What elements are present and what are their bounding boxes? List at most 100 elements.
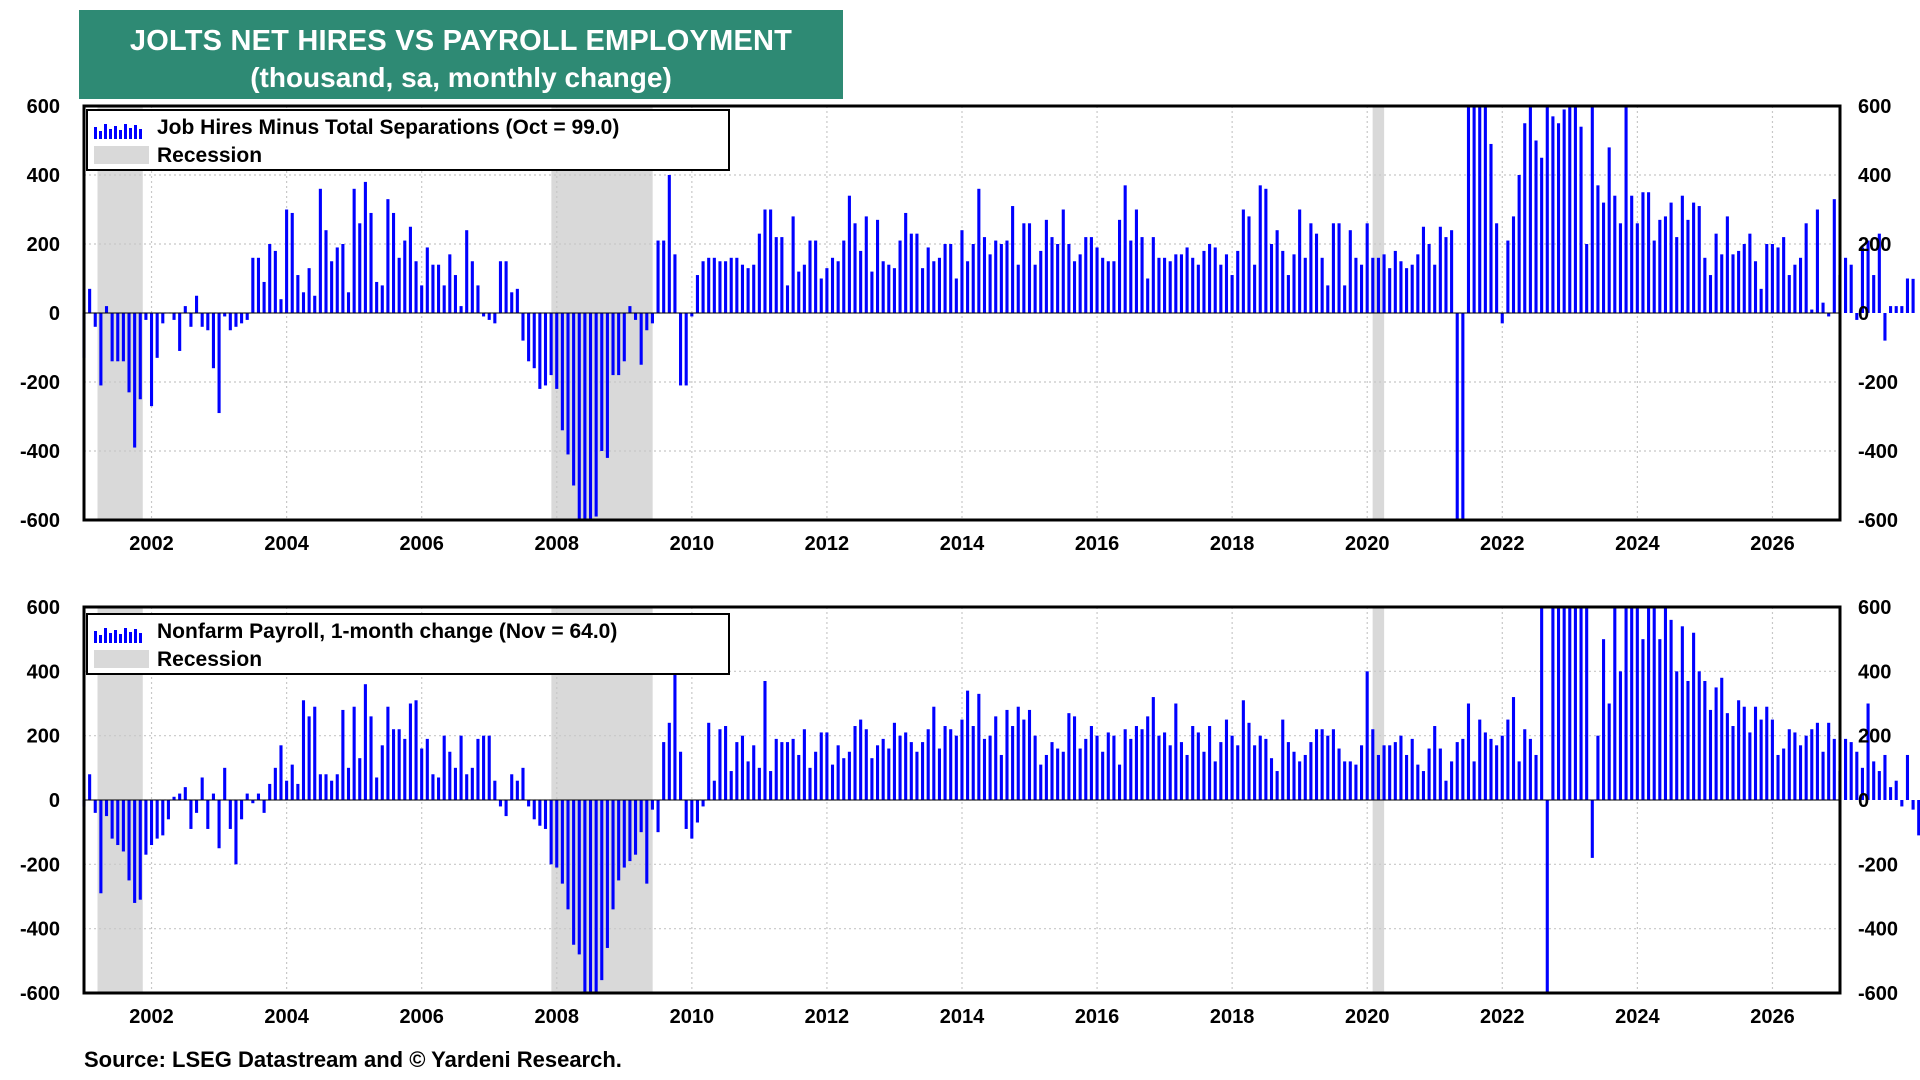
panel-2-bar xyxy=(1444,780,1448,800)
panel-1-bar xyxy=(1337,223,1341,313)
panel-1-bar xyxy=(1405,268,1409,313)
panel-2-y-tick-right: -200 xyxy=(1858,854,1898,876)
panel-2-bar xyxy=(363,684,367,800)
panel-1-legend-bar-swatch xyxy=(124,124,127,139)
panel-2-bar xyxy=(403,738,407,800)
panel-2-bar xyxy=(482,735,486,800)
panel-1-bar xyxy=(1776,247,1780,313)
panel-2-legend-box xyxy=(86,613,730,675)
panel-1-bar xyxy=(1089,237,1093,313)
panel-1-legend-series-label: Job Hires Minus Total Separations (Oct =… xyxy=(157,116,619,139)
panel-2-bar xyxy=(1185,754,1189,800)
panel-1-bar xyxy=(1224,254,1229,313)
panel-2-bar xyxy=(1737,700,1741,800)
panel-1-bar xyxy=(397,257,401,313)
panel-2-bar xyxy=(847,751,851,800)
panel-2-bar xyxy=(932,706,936,800)
panel-2-bar xyxy=(155,800,159,839)
panel-2-bar xyxy=(1815,722,1819,800)
panel-1-bar xyxy=(453,275,457,313)
panel-1-bar xyxy=(543,313,548,386)
panel-2-bar xyxy=(735,742,739,800)
panel-2-bar xyxy=(1776,754,1780,800)
panel-2-bar xyxy=(1421,771,1426,800)
panel-2-legend-recession-swatch xyxy=(94,650,149,668)
panel-1-legend-bar-swatch xyxy=(109,129,112,139)
panel-1-bar xyxy=(285,209,289,313)
panel-2-bar xyxy=(1652,607,1656,800)
panel-2-bar xyxy=(1489,738,1493,800)
panel-1-bar xyxy=(1540,157,1544,313)
panel-1-bar xyxy=(853,223,857,313)
panel-1-bar xyxy=(1770,244,1774,313)
panel-1-bar xyxy=(1686,219,1690,313)
panel-1-bar xyxy=(240,313,244,324)
panel-2-bar xyxy=(487,735,491,800)
panel-1-legend-bar-swatch xyxy=(114,126,117,139)
panel-1-y-tick-right: -200 xyxy=(1858,372,1898,394)
panel-2-bar xyxy=(904,732,908,800)
panel-1-bar xyxy=(605,313,609,458)
panel-2-bar xyxy=(1714,687,1718,800)
panel-2-bar xyxy=(1455,742,1459,800)
panel-1-bar xyxy=(375,281,379,313)
panel-1-bar xyxy=(1618,223,1622,313)
panel-1-bar xyxy=(1309,223,1313,313)
panel-2-bar xyxy=(1810,729,1814,800)
panel-1-bar xyxy=(718,261,722,313)
panel-2-bar xyxy=(1675,671,1679,800)
panel-1-bar xyxy=(532,313,536,369)
panel-2-bar xyxy=(285,780,289,800)
panel-1-y-tick-left: 0 xyxy=(49,303,60,325)
panel-1-bar xyxy=(1027,223,1032,313)
panel-1-bar xyxy=(555,313,559,389)
panel-2-bar xyxy=(1872,761,1876,800)
panel-2-bar xyxy=(1298,761,1302,800)
panel-2-bar xyxy=(1630,607,1634,800)
panel-1-bar xyxy=(583,313,587,520)
panel-2-bar xyxy=(262,800,266,813)
panel-1-bar xyxy=(1798,257,1803,313)
panel-2-bar xyxy=(572,800,576,945)
panel-1-y-tick-left: -400 xyxy=(20,441,60,463)
panel-2-bar xyxy=(1669,619,1673,800)
panel-1-bar xyxy=(223,313,227,317)
panel-1-bar xyxy=(1123,185,1127,313)
panel-2-bar xyxy=(588,800,593,993)
panel-2-bar xyxy=(977,693,981,800)
panel-1-bar xyxy=(836,261,840,313)
panel-2-legend-series-label: Nonfarm Payroll, 1-month change (Nov = 6… xyxy=(157,620,617,643)
panel-2-bar xyxy=(380,745,384,800)
panel-2-bar xyxy=(769,771,773,800)
panel-1-legend-bar-swatch xyxy=(99,131,102,139)
panel-2-y-tick-right: -600 xyxy=(1858,983,1898,1005)
panel-2-bar xyxy=(1213,761,1217,800)
panel-1-x-tick: 2010 xyxy=(670,533,715,555)
panel-1-bar xyxy=(740,264,745,313)
panel-2-bar xyxy=(1303,754,1307,800)
panel-2-bar xyxy=(228,800,232,829)
panel-1-bar xyxy=(138,313,142,400)
panel-1-bar xyxy=(470,261,474,313)
panel-1-bar xyxy=(1483,106,1487,313)
panel-2-bar xyxy=(1708,709,1713,800)
panel-1-bar xyxy=(195,295,199,313)
panel-2-bar xyxy=(1360,745,1364,800)
panel-1-bar xyxy=(1815,209,1819,313)
panel-1-bar xyxy=(1410,264,1414,313)
panel-2-bar xyxy=(1309,742,1313,800)
panel-2-bar xyxy=(1320,729,1324,800)
panel-1-bar xyxy=(88,288,92,313)
panel-2-bar xyxy=(605,800,609,948)
panel-2-bar xyxy=(1832,738,1836,800)
panel-1-bar xyxy=(234,313,238,327)
panel-2-bar xyxy=(442,735,446,800)
panel-1-bar xyxy=(256,257,261,313)
panel-1-bar xyxy=(1534,140,1538,313)
panel-1-bar xyxy=(864,216,868,313)
panel-1-bar xyxy=(1607,147,1611,313)
panel-1-bar xyxy=(1573,106,1577,313)
panel-1-bar xyxy=(560,313,564,431)
panel-2-bar xyxy=(183,787,187,800)
panel-1-y-tick-right: 600 xyxy=(1858,96,1891,118)
